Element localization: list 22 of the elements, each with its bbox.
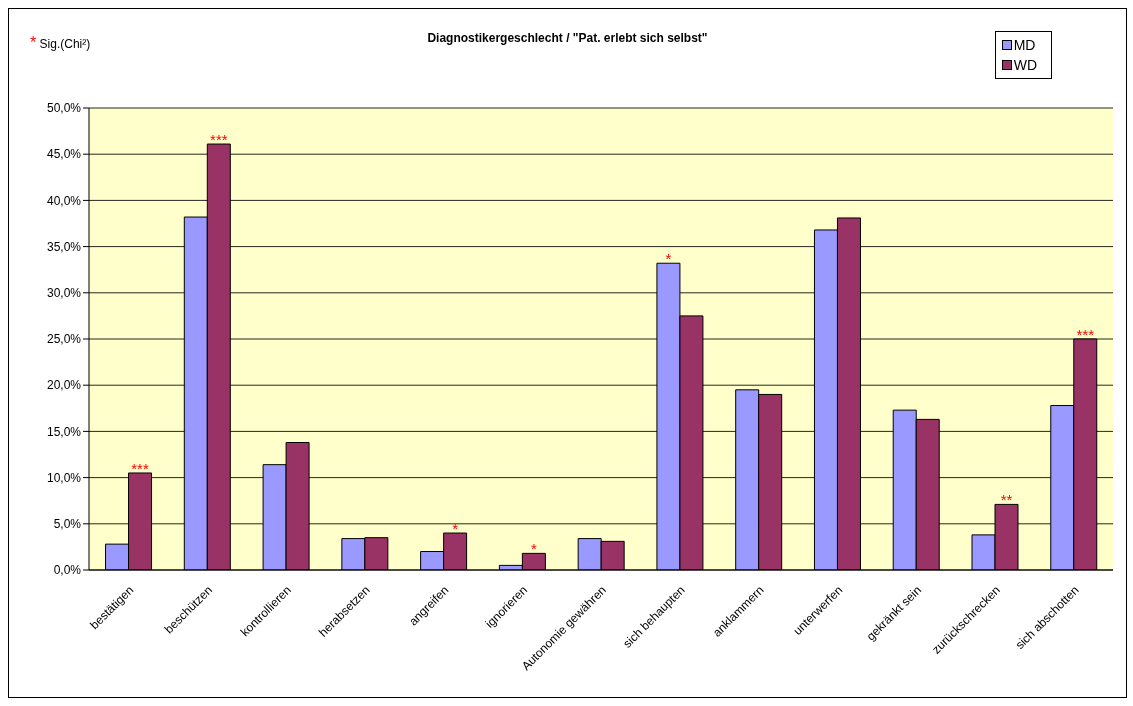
- y-tick-label: 30,0%: [46, 286, 82, 301]
- y-tick-label: 15,0%: [46, 424, 82, 439]
- y-tick-label: 0,0%: [53, 563, 82, 578]
- annotation: *: [452, 520, 459, 538]
- y-tick-label: 45,0%: [46, 147, 82, 162]
- y-tick-label: 25,0%: [46, 332, 82, 347]
- annotation: ***: [210, 131, 228, 149]
- annotation: **: [1000, 491, 1013, 509]
- y-tick-label: 5,0%: [53, 517, 82, 532]
- legend-label: WD: [1013, 56, 1037, 75]
- y-tick-label: 20,0%: [46, 378, 82, 393]
- chart-title: Diagnostikergeschlecht / "Pat. erlebt sich selbst": [427, 31, 708, 45]
- annotation: ***: [131, 459, 149, 477]
- y-tick-label: 10,0%: [46, 470, 82, 485]
- annotation: ***: [1076, 326, 1095, 343]
- annotation: *: [530, 540, 537, 558]
- annotation: *: [665, 250, 672, 268]
- y-tick-label: 50,0%: [46, 101, 82, 116]
- y-tick-label: 35,0%: [46, 239, 82, 254]
- y-tick-label: 40,0%: [46, 193, 82, 208]
- text: * Sig.(Chi²): [30, 34, 91, 51]
- legend-label: MD: [1013, 36, 1036, 55]
